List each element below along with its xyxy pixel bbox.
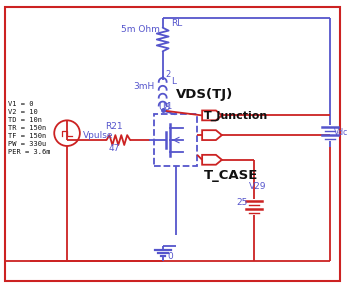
Text: V1 = 0
V2 = 10
TD = 10n
TR = 150n
TF = 150n
PW = 330u
PER = 3.6m: V1 = 0 V2 = 10 TD = 10n TR = 150n TF = 1…	[8, 101, 50, 155]
Text: 3mH: 3mH	[133, 82, 154, 91]
Text: 25: 25	[237, 198, 248, 207]
Text: Vpulse: Vpulse	[83, 131, 113, 140]
Text: 0: 0	[168, 252, 173, 262]
Text: V29: V29	[248, 182, 266, 191]
Text: R21: R21	[106, 122, 123, 131]
Text: RL: RL	[172, 19, 183, 28]
Text: 47: 47	[109, 144, 120, 153]
Text: T_CASE: T_CASE	[204, 170, 258, 183]
Text: T_Junction: T_Junction	[204, 110, 268, 121]
Text: VDS(TJ): VDS(TJ)	[175, 88, 233, 101]
Text: 1: 1	[166, 101, 171, 111]
Text: 2: 2	[166, 70, 171, 79]
Bar	[154, 114, 197, 166]
Text: 5m Ohm: 5m Ohm	[121, 24, 160, 34]
Text: U8: U8	[158, 103, 170, 113]
Text: Vdc: Vdc	[334, 128, 349, 137]
Text: L: L	[172, 77, 176, 86]
